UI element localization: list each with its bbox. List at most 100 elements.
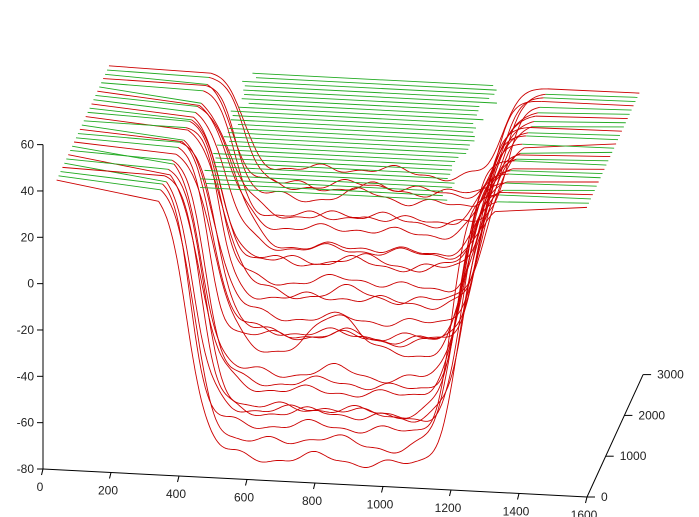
profile-line [166,181,504,423]
x-tick-mark [109,472,112,479]
plateau-line [227,132,470,146]
rim-line-right [520,151,613,154]
x-tick-mark [41,468,44,476]
rim-line-right [508,173,601,179]
rim-line-left [108,65,211,74]
profile-line [195,112,533,260]
profile-line [158,201,496,468]
plateau-line [237,123,475,138]
profile-line [200,102,539,225]
plateau-line [248,102,477,116]
plateau-line [238,106,484,121]
rim-line-right [528,132,620,136]
rim-line-left [95,95,198,107]
rim-line-left [105,73,208,85]
axes: 0 200 400 600 800 1000 1200 1400 160001000200030… [17,138,684,517]
rim-line-left [58,175,161,191]
profile-line [175,153,513,358]
rim-line-right [514,160,607,166]
plateau-line [200,178,443,192]
z-tick-label: -20 [17,323,35,337]
plateau-line [242,80,495,95]
rim-line-right [510,170,603,174]
rim-line-left [87,111,190,122]
plateau-line [252,72,494,87]
rim-line-left [77,133,180,143]
rim-line-left [68,154,171,176]
rim-line-right [526,135,619,141]
profile-line [162,183,500,434]
rim-line-right [516,158,609,162]
rim-line-left [85,116,188,131]
rim-line-right [499,194,591,200]
x-tick-label: 1400 [503,505,530,517]
x-tick-mark [585,496,588,504]
rim-line-left [79,128,182,142]
x-tick-label: 800 [302,494,322,508]
profile-line [183,139,521,327]
z-tick-label: -60 [17,416,35,430]
profile-line [203,90,540,229]
profile-line [168,168,505,419]
z-tick-label: -80 [17,462,35,476]
plateau-line [204,169,455,184]
rim-line-right [512,168,605,170]
plateau-line [255,77,497,91]
rim-line-left [89,107,192,121]
rim-line-right [518,154,611,158]
plateau-line [205,182,443,197]
rim-line-right [545,93,638,98]
plateau-line [244,85,490,99]
plateau-line [228,127,475,142]
x-tick-label: 1600 [571,508,598,517]
rim-line-right [495,206,588,212]
plateau-line [227,149,456,163]
rim-line-right [533,121,626,124]
rim-line-right [497,201,589,204]
plateau-line [223,136,469,150]
z-tick-label: 20 [21,230,35,244]
rim-line-left [73,141,177,155]
plateau-line [229,140,467,154]
x-tick-mark [381,486,384,493]
plateau-line [217,144,459,158]
rim-line-left [99,86,202,104]
profile-line [210,72,548,182]
rim-line-right [537,112,630,115]
rim-line-left [101,82,204,92]
y-tick-label: 2000 [638,408,665,422]
plateau-line [241,98,479,112]
x-tick-mark [245,479,248,486]
x-tick-mark [177,475,180,483]
rim-line-right [541,100,634,107]
rim-line-left [70,150,173,161]
y-tick-label: 1000 [620,449,647,463]
profile-lines [56,65,640,468]
y-tick-label: 3000 [657,368,684,382]
rim-line-right [530,127,622,132]
rim-line-right [539,106,632,111]
profile-line [185,127,523,310]
plateau-line [232,115,477,129]
x-tick-label: 1200 [435,501,462,515]
rim-line-left [81,124,184,141]
x-tick-mark [517,493,520,500]
rim-line-right [522,143,615,149]
rim-line-left [75,137,179,148]
plateau-line [230,110,474,125]
profile-line [197,106,535,257]
rim-line-left [56,179,159,202]
x-tick-mark [449,489,452,497]
rim-line-left [106,69,210,78]
profile-line [189,121,527,293]
plateau-line [200,187,448,201]
plateau-line [244,93,480,108]
profile-line [160,189,498,454]
y-axis-line [586,374,644,498]
rim-line-left [60,171,163,185]
x-tick-label: 400 [166,487,186,501]
rim-line-left [103,78,206,86]
x-tick-label: 1000 [367,498,394,512]
x-tick-mark [313,482,316,490]
